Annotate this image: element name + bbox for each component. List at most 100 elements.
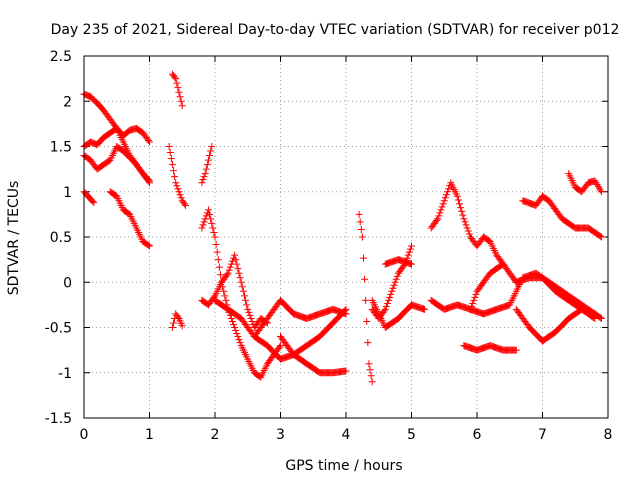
data-point-interp	[444, 188, 452, 196]
data-point-interp	[174, 185, 182, 193]
data-point	[172, 179, 180, 187]
x-tick-label: 2	[211, 427, 220, 443]
data-point-interp	[177, 194, 185, 202]
data-point-interp	[212, 241, 220, 249]
data-point	[201, 170, 209, 178]
data-point	[204, 206, 212, 214]
data-point	[165, 143, 173, 150]
data-point-interp	[144, 136, 152, 144]
data-point-interp	[235, 336, 243, 344]
y-tick-label: 0	[63, 275, 72, 291]
series-arc-21	[466, 260, 520, 313]
data-point-interp	[406, 245, 414, 253]
data-point-interp	[234, 333, 242, 341]
data-point-interp	[590, 314, 598, 322]
data-point-interp	[173, 182, 181, 190]
data-point-interp	[594, 182, 602, 190]
data-point-interp	[177, 97, 185, 105]
data-point-interp	[210, 293, 218, 301]
data-point	[597, 314, 605, 322]
series-arc-19	[427, 179, 507, 268]
data-point-interp	[234, 265, 242, 273]
data-point	[146, 138, 153, 146]
data-point-interp	[363, 317, 371, 325]
data-point-interp	[366, 366, 374, 374]
data-point-interp	[210, 228, 218, 236]
series-arc-5	[106, 188, 153, 250]
data-point	[453, 192, 461, 200]
data-point-interp	[275, 343, 283, 351]
series-arc-9	[198, 143, 216, 187]
data-point-interp	[228, 257, 236, 265]
data-point-interp	[232, 327, 240, 335]
data-point-interp	[167, 155, 175, 163]
x-tick-label: 4	[342, 427, 351, 443]
data-point	[434, 215, 442, 223]
data-point	[388, 287, 396, 295]
data-point-interp	[235, 269, 243, 277]
data-point	[168, 161, 176, 169]
data-point-interp	[202, 165, 210, 173]
data-point-interp	[171, 73, 179, 81]
y-tick-label: 0.5	[50, 230, 72, 246]
data-point	[178, 322, 186, 330]
data-point-interp	[469, 299, 477, 307]
series-arc-4	[80, 188, 98, 207]
data-point-interp	[233, 260, 241, 268]
data-point	[211, 233, 219, 241]
series-arc-3	[80, 143, 153, 187]
data-point-interp	[214, 256, 222, 264]
data-point-interp	[464, 227, 472, 235]
data-point-interp	[207, 215, 215, 223]
data-point-interp	[203, 161, 211, 169]
data-point-interp	[227, 314, 235, 322]
data-point-interp	[390, 281, 398, 289]
data-point-interp	[223, 271, 231, 279]
data-point-interp	[454, 196, 462, 204]
data-point	[460, 215, 468, 223]
data-point-interp	[221, 292, 229, 300]
data-point	[198, 224, 206, 232]
data-point-interp	[433, 216, 441, 224]
data-point-interp	[166, 149, 174, 157]
data-point-interp	[380, 307, 388, 315]
data-point-interp	[472, 290, 480, 298]
data-point-interp	[471, 293, 479, 301]
data-point-interp	[246, 311, 254, 319]
series-arc-8	[168, 310, 186, 331]
data-point	[381, 305, 389, 313]
y-tick-label: 1	[63, 185, 72, 201]
data-point-interp	[470, 296, 478, 304]
data-point-interp	[361, 275, 369, 283]
data-point-interp	[226, 263, 234, 271]
data-point-interp	[225, 266, 233, 274]
y-tick-label: -1	[58, 366, 72, 382]
series-arc-2	[80, 124, 153, 150]
data-point-interp	[202, 212, 210, 220]
data-point-interp	[463, 224, 471, 232]
data-point	[466, 305, 474, 313]
data-point-interp	[437, 206, 445, 214]
data-point	[204, 156, 212, 164]
series-arc-22	[460, 342, 520, 354]
data-point-interp	[238, 283, 246, 291]
data-point-interp	[199, 221, 207, 229]
data-point-interp	[456, 200, 464, 208]
data-point-interp	[359, 254, 367, 262]
data-point-interp	[593, 181, 601, 189]
data-points	[80, 70, 605, 386]
series-arc-15	[355, 210, 376, 386]
data-point	[368, 378, 376, 386]
data-point	[178, 102, 186, 110]
data-point	[597, 233, 605, 241]
data-point-interp	[439, 200, 447, 208]
data-point	[175, 188, 183, 196]
data-point-interp	[228, 317, 236, 325]
data-point	[355, 210, 363, 218]
data-point-interp	[592, 179, 600, 187]
x-tick-label: 1	[145, 427, 154, 443]
data-point-interp	[596, 186, 604, 194]
data-point-interp	[220, 287, 228, 295]
data-point	[90, 199, 98, 207]
